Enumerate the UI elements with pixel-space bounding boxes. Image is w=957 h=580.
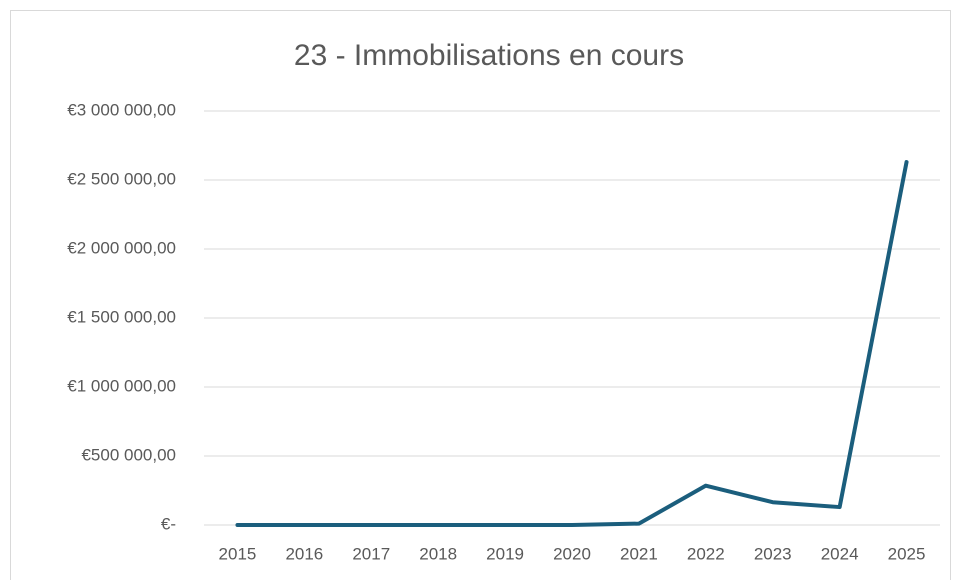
x-tick-label: 2020 — [553, 544, 591, 563]
y-tick-label: €500 000,00 — [81, 445, 176, 464]
line-series — [235, 160, 909, 527]
chart-border — [10, 10, 951, 580]
y-tick-label: €3 000 000,00 — [67, 100, 176, 119]
y-tick-label: €2 500 000,00 — [67, 169, 176, 188]
x-tick-label: 2024 — [821, 544, 859, 563]
x-tick-label: 2025 — [888, 544, 926, 563]
x-tick-label: 2018 — [419, 544, 457, 563]
chart-title: 23 - Immobilisations en cours — [294, 39, 684, 72]
x-tick-label: 2016 — [285, 544, 323, 563]
y-tick-label: €2 000 000,00 — [67, 238, 176, 257]
y-tick-label: €1 500 000,00 — [67, 307, 176, 326]
y-tick-label: €1 000 000,00 — [67, 376, 176, 395]
x-tick-label: 2019 — [486, 544, 524, 563]
x-tick-label: 2022 — [687, 544, 725, 563]
y-tick-label: €- — [161, 514, 176, 533]
x-tick-label: 2021 — [620, 544, 658, 563]
x-tick-label: 2017 — [352, 544, 390, 563]
x-tick-label: 2023 — [754, 544, 792, 563]
x-tick-label: 2015 — [219, 544, 257, 563]
